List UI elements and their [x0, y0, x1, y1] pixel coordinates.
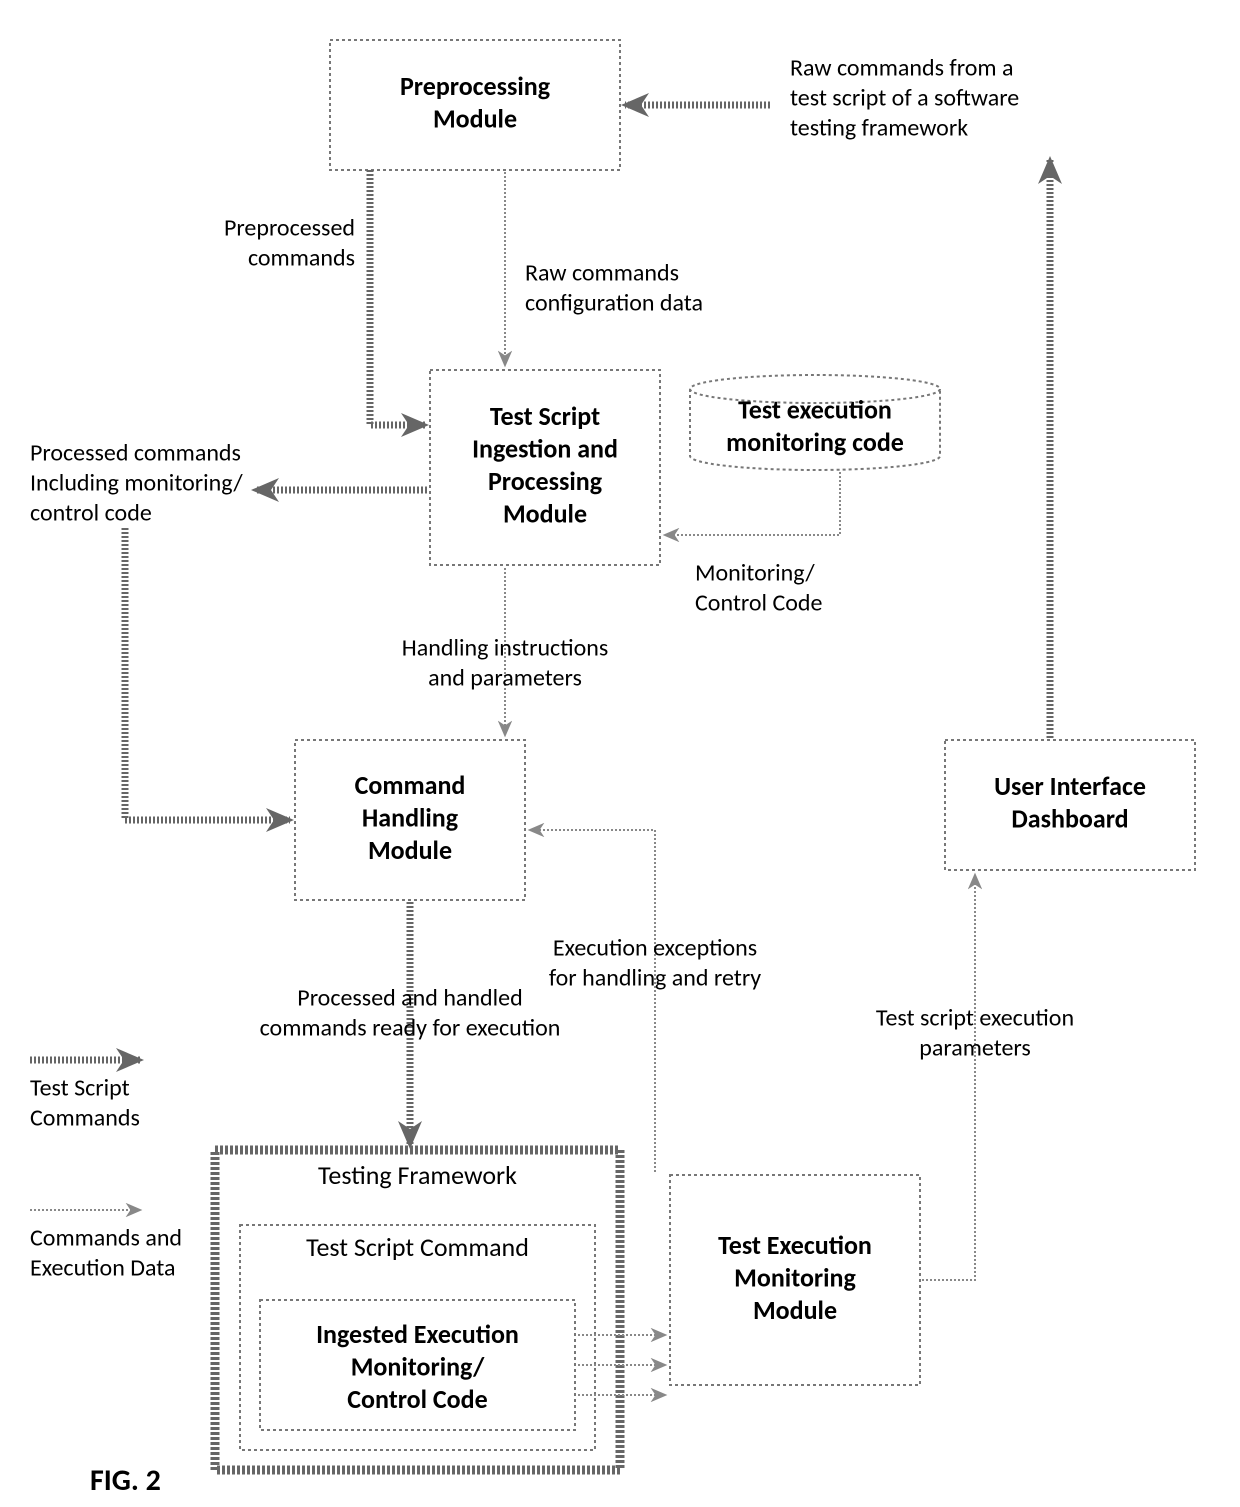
svg-text:monitoring code: monitoring code	[726, 426, 904, 458]
svg-text:for handling and retry: for handling and retry	[549, 964, 761, 993]
svg-text:Module: Module	[368, 834, 452, 866]
svg-text:Control Code: Control Code	[695, 589, 823, 618]
svg-text:Preprocessed: Preprocessed	[224, 214, 355, 243]
svg-text:Raw commands from a: Raw commands from a	[790, 54, 1013, 83]
svg-text:Ingested Execution: Ingested Execution	[316, 1318, 519, 1350]
svg-text:commands: commands	[248, 244, 355, 273]
svg-text:Processing: Processing	[488, 465, 603, 497]
svg-text:Execution Data: Execution Data	[30, 1254, 176, 1283]
svg-text:Module: Module	[503, 498, 587, 530]
svg-text:testing framework: testing framework	[790, 114, 968, 143]
svg-text:test script of a software: test script of a software	[790, 84, 1019, 113]
svg-text:and parameters: and parameters	[428, 664, 582, 693]
svg-text:Test Script Command: Test Script Command	[306, 1231, 529, 1263]
svg-text:Processed commands: Processed commands	[30, 439, 241, 468]
svg-text:Test execution: Test execution	[738, 394, 892, 426]
svg-text:Test Script: Test Script	[30, 1074, 130, 1103]
diagram-canvas: PreprocessingModuleTest ScriptIngestion …	[0, 0, 1240, 1507]
svg-text:Commands and: Commands and	[30, 1224, 182, 1253]
svg-text:Test Execution: Test Execution	[718, 1229, 872, 1261]
svg-text:Monitoring/: Monitoring/	[351, 1350, 485, 1382]
svg-text:Handling instructions: Handling instructions	[402, 634, 608, 663]
svg-text:Commands: Commands	[30, 1104, 140, 1133]
svg-text:Dashboard: Dashboard	[1011, 803, 1128, 835]
svg-text:control code: control code	[30, 499, 152, 528]
svg-text:configuration data: configuration data	[525, 289, 703, 318]
svg-text:Test script execution: Test script execution	[876, 1004, 1074, 1033]
svg-text:Module: Module	[433, 103, 517, 135]
svg-text:Monitoring/: Monitoring/	[695, 559, 815, 588]
svg-text:Processed and handled: Processed and handled	[297, 984, 522, 1013]
svg-text:User Interface: User Interface	[994, 770, 1146, 802]
svg-text:parameters: parameters	[919, 1034, 1031, 1063]
svg-text:Test Script: Test Script	[490, 400, 600, 432]
svg-text:Preprocessing: Preprocessing	[400, 70, 551, 102]
svg-text:Raw commands: Raw commands	[525, 259, 679, 288]
svg-text:Execution exceptions: Execution exceptions	[553, 934, 757, 963]
svg-text:Handling: Handling	[362, 801, 459, 833]
svg-text:Including monitoring/: Including monitoring/	[30, 469, 243, 498]
svg-text:Command: Command	[355, 769, 466, 801]
svg-text:FIG. 2: FIG. 2	[90, 1462, 161, 1499]
svg-text:Module: Module	[753, 1294, 837, 1326]
svg-text:Ingestion and: Ingestion and	[472, 433, 618, 465]
svg-text:commands ready for execution: commands ready for execution	[260, 1014, 561, 1043]
svg-text:Monitoring: Monitoring	[734, 1261, 856, 1293]
svg-text:Control Code: Control Code	[347, 1383, 487, 1415]
svg-text:Testing Framework: Testing Framework	[318, 1159, 517, 1191]
